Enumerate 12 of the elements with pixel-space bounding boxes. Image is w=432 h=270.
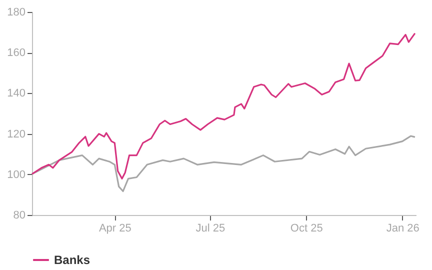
x-tick-label: Oct 25 [290, 222, 323, 234]
legend-label: Banks [54, 253, 90, 267]
x-tick-label: Jan 26 [386, 222, 420, 234]
y-tick-label: 80 [13, 210, 26, 222]
y-tick-label: 180 [7, 6, 26, 18]
x-tick-label: Jul 25 [196, 222, 226, 234]
y-tick-label: 120 [7, 128, 26, 140]
y-tick-label: 140 [7, 88, 26, 100]
x-tick-label: Apr 25 [98, 222, 132, 234]
line-series [31, 32, 416, 180]
y-tick-label: 100 [7, 168, 26, 181]
y-tick-label: 160 [7, 47, 26, 60]
